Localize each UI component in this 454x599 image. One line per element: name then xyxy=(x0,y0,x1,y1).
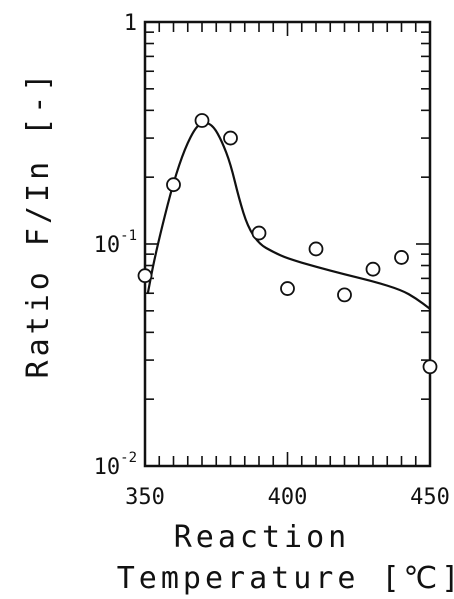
data-point xyxy=(422,359,438,375)
y-tick-label-base: 10 xyxy=(94,233,121,258)
data-points xyxy=(137,113,438,375)
y-tick-label-base: 10 xyxy=(94,455,121,480)
x-tick-label: 400 xyxy=(268,485,308,510)
x-tick-label: 350 xyxy=(125,485,165,510)
plot-frame xyxy=(143,20,432,468)
y-tick-labels: 10-210-11 xyxy=(94,11,137,480)
data-point xyxy=(394,250,409,265)
data-point xyxy=(166,177,181,193)
data-point xyxy=(308,241,324,257)
data-point xyxy=(137,268,153,284)
x-axis-title-line1: Reaction xyxy=(174,520,351,555)
fit-curve xyxy=(146,121,431,310)
data-point xyxy=(194,113,210,128)
data-point xyxy=(223,130,238,146)
y-tick-label-base: 1 xyxy=(124,11,137,36)
y-axis-title: Ratio F/In [-] xyxy=(21,70,56,379)
minor-ticks xyxy=(144,22,431,467)
data-point xyxy=(337,287,352,303)
x-axis-title-line2: Temperature [℃] xyxy=(117,561,454,596)
data-point xyxy=(280,281,295,296)
x-tick-labels: 350 400 450 xyxy=(125,485,450,510)
y-tick-label: 1 xyxy=(124,11,137,36)
y-tick-label: 10-1 xyxy=(94,228,137,258)
y-tick-label: 10-2 xyxy=(94,450,137,480)
y-tick-label-exponent: -1 xyxy=(120,228,137,244)
data-point xyxy=(365,261,381,277)
data-point xyxy=(251,225,267,241)
x-tick-label: 450 xyxy=(410,485,450,510)
y-tick-label-exponent: -2 xyxy=(120,450,137,466)
